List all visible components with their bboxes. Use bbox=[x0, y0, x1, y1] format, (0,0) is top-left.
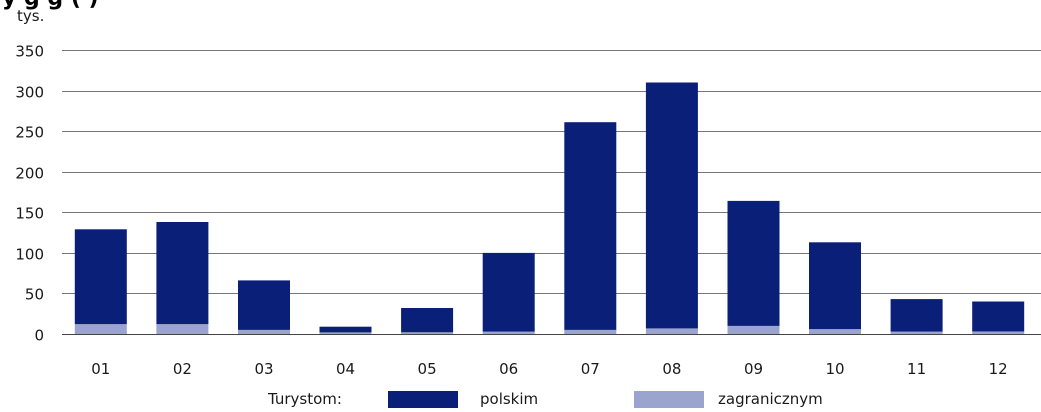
x-tick-label: 09 bbox=[744, 360, 763, 378]
x-tick-label: 12 bbox=[989, 360, 1008, 378]
legend-prefix: Turystom: bbox=[268, 390, 342, 408]
bar-polskim-01 bbox=[74, 229, 127, 325]
chart-legend: Turystom: polskim zagranicznym bbox=[0, 388, 1041, 412]
x-tick-label: 10 bbox=[825, 360, 844, 378]
bar-zagranicznym-07 bbox=[564, 329, 617, 334]
bar-zagranicznym-02 bbox=[156, 324, 209, 334]
y-tick-label: 0 bbox=[34, 327, 44, 345]
bar-zagranicznym-10 bbox=[809, 329, 861, 334]
x-tick-label: 04 bbox=[336, 360, 355, 378]
y-tick-label: 150 bbox=[15, 205, 44, 223]
x-tick-label: 11 bbox=[907, 360, 926, 378]
y-tick-label: 50 bbox=[25, 286, 44, 304]
y-tick-label: 250 bbox=[15, 124, 44, 142]
bar-polskim-09 bbox=[727, 200, 780, 326]
bar-polskim-06 bbox=[482, 252, 535, 332]
bar-polskim-12 bbox=[972, 301, 1025, 332]
y-tick-label: 300 bbox=[15, 84, 44, 102]
bar-zagranicznym-06 bbox=[482, 331, 535, 334]
y-tick-label: 200 bbox=[15, 165, 44, 183]
bar-zagranicznym-05 bbox=[401, 332, 454, 334]
bar-zagranicznym-09 bbox=[727, 325, 780, 334]
y-tick-label: 100 bbox=[15, 246, 44, 264]
bar-polskim-03 bbox=[238, 280, 290, 330]
bar-polskim-08 bbox=[645, 82, 698, 329]
bar-polskim-02 bbox=[156, 222, 209, 325]
x-tick-label: 05 bbox=[418, 360, 437, 378]
legend-swatch-zagranicznym bbox=[634, 391, 704, 408]
bar-zagranicznym-08 bbox=[645, 328, 698, 334]
bar-chart: 0 50 100 150 200 250 300 350 01 02 03 04 05 06 07 08 09 1… bbox=[15, 43, 1041, 378]
bar-zagranicznym-04 bbox=[319, 332, 372, 334]
bar-polskim-05 bbox=[401, 308, 454, 333]
legend-label-polskim: polskim bbox=[480, 390, 539, 408]
x-tick-label: 06 bbox=[499, 360, 518, 378]
bar-polskim-10 bbox=[809, 242, 861, 330]
x-tick-label: 01 bbox=[91, 360, 110, 378]
x-tick-label: 03 bbox=[254, 360, 273, 378]
y-tick-label: 350 bbox=[15, 43, 44, 61]
bar-zagranicznym-03 bbox=[238, 329, 290, 334]
bar-zagranicznym-11 bbox=[890, 331, 943, 334]
bar-polskim-11 bbox=[890, 299, 943, 332]
x-tick-label: 07 bbox=[581, 360, 600, 378]
bar-zagranicznym-01 bbox=[74, 324, 127, 334]
y-axis-unit-label: tys. bbox=[17, 7, 45, 25]
legend-label-zagranicznym: zagranicznym bbox=[718, 390, 823, 408]
legend-swatch-polskim bbox=[388, 391, 458, 408]
x-tick-label: 02 bbox=[173, 360, 192, 378]
bar-polskim-04 bbox=[319, 326, 372, 333]
bar-zagranicznym-12 bbox=[972, 331, 1025, 334]
chart-title-fragment: y g g ( ) bbox=[2, 0, 99, 11]
x-tick-label: 08 bbox=[662, 360, 681, 378]
bar-polskim-07 bbox=[564, 122, 617, 330]
